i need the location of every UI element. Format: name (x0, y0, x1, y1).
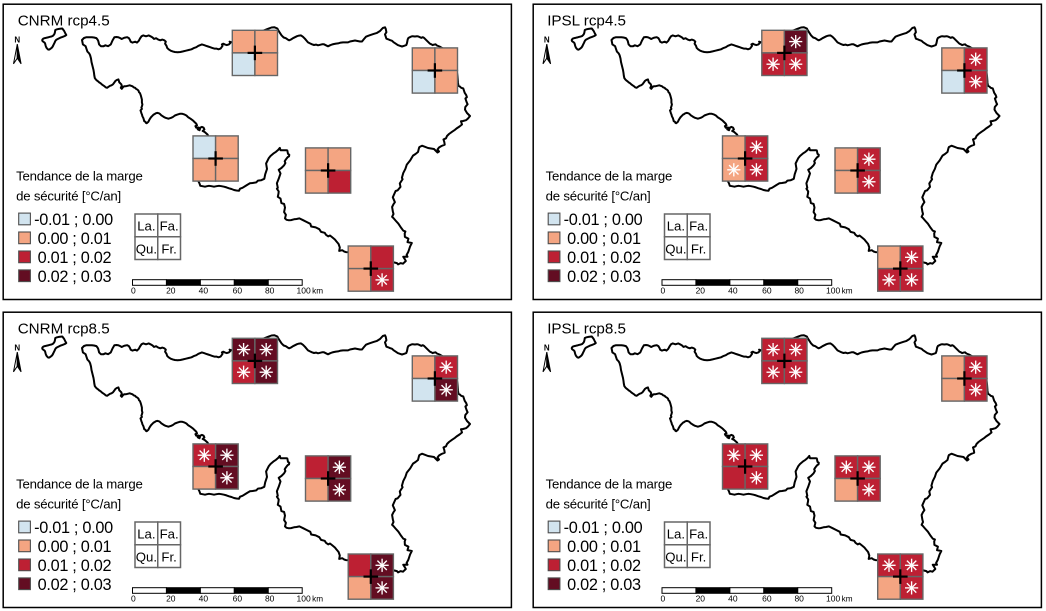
svg-text:Tendance de la marge: Tendance de la marge (546, 168, 673, 183)
svg-text:100: 100 (297, 594, 311, 604)
svg-text:20: 20 (166, 286, 176, 296)
svg-text:Qu.: Qu. (665, 241, 686, 256)
svg-text:N: N (544, 343, 550, 352)
svg-text:0.01 ; 0.02: 0.01 ; 0.02 (38, 249, 112, 267)
svg-text:CNRM rcp8.5: CNRM rcp8.5 (18, 320, 110, 337)
svg-text:40: 40 (728, 594, 738, 604)
svg-text:80: 80 (265, 594, 275, 604)
svg-text:La.: La. (137, 527, 155, 542)
svg-text:0.02 ; 0.03: 0.02 ; 0.03 (567, 268, 641, 286)
svg-text:0.01 ; 0.02: 0.01 ; 0.02 (567, 249, 641, 267)
svg-text:-0.01 ; 0.00: -0.01 ; 0.00 (564, 211, 643, 229)
svg-text:80: 80 (794, 286, 804, 296)
svg-text:Fr.: Fr. (161, 241, 176, 256)
svg-text:N: N (14, 343, 20, 352)
svg-text:CNRM rcp4.5: CNRM rcp4.5 (18, 12, 110, 29)
svg-text:40: 40 (199, 594, 209, 604)
svg-text:0.01 ; 0.02: 0.01 ; 0.02 (38, 557, 112, 575)
svg-text:60: 60 (762, 286, 772, 296)
svg-text:0.02 ; 0.03: 0.02 ; 0.03 (38, 268, 112, 286)
svg-text:de sécurité [°C/an]: de sécurité [°C/an] (546, 189, 651, 204)
svg-text:20: 20 (696, 286, 706, 296)
svg-text:Qu.: Qu. (665, 550, 686, 565)
svg-text:de sécurité [°C/an]: de sécurité [°C/an] (546, 497, 651, 512)
svg-text:Qu.: Qu. (136, 241, 157, 256)
svg-text:Fr.: Fr. (691, 241, 706, 256)
svg-text:km: km (312, 287, 323, 296)
svg-text:0.01 ; 0.02: 0.01 ; 0.02 (567, 557, 641, 575)
svg-text:100: 100 (297, 286, 311, 296)
svg-text:Fa.: Fa. (160, 219, 179, 234)
svg-text:N: N (14, 35, 20, 44)
svg-text:20: 20 (696, 594, 706, 604)
svg-text:0: 0 (131, 286, 136, 296)
svg-text:La.: La. (667, 527, 685, 542)
svg-text:IPSL rcp4.5: IPSL rcp4.5 (547, 12, 626, 29)
svg-text:km: km (312, 595, 323, 604)
svg-text:0.00 ; 0.01: 0.00 ; 0.01 (567, 538, 641, 556)
svg-text:60: 60 (233, 594, 243, 604)
svg-text:IPSL rcp8.5: IPSL rcp8.5 (547, 320, 626, 337)
svg-text:0.02 ; 0.03: 0.02 ; 0.03 (38, 576, 112, 594)
svg-text:km: km (842, 595, 853, 604)
svg-text:Tendance de la marge: Tendance de la marge (546, 476, 673, 491)
svg-text:0.02 ; 0.03: 0.02 ; 0.03 (567, 576, 641, 594)
svg-text:-0.01 ; 0.00: -0.01 ; 0.00 (564, 519, 643, 537)
svg-text:Fa.: Fa. (689, 219, 708, 234)
svg-text:40: 40 (728, 286, 738, 296)
svg-text:Fr.: Fr. (691, 550, 706, 565)
svg-text:0: 0 (131, 594, 136, 604)
svg-text:80: 80 (794, 594, 804, 604)
svg-text:Fa.: Fa. (689, 527, 708, 542)
svg-text:20: 20 (166, 594, 176, 604)
svg-text:-0.01 ; 0.00: -0.01 ; 0.00 (34, 211, 113, 229)
svg-text:100: 100 (826, 286, 840, 296)
svg-text:N: N (544, 35, 550, 44)
svg-text:100: 100 (826, 594, 840, 604)
svg-text:Qu.: Qu. (136, 550, 157, 565)
svg-text:La.: La. (667, 219, 685, 234)
svg-text:60: 60 (762, 594, 772, 604)
svg-text:-0.01 ; 0.00: -0.01 ; 0.00 (34, 519, 113, 537)
svg-text:0: 0 (661, 594, 666, 604)
svg-text:de sécurité [°C/an]: de sécurité [°C/an] (16, 497, 121, 512)
svg-text:Tendance de la marge: Tendance de la marge (16, 476, 143, 491)
svg-text:de sécurité [°C/an]: de sécurité [°C/an] (16, 189, 121, 204)
svg-text:Fa.: Fa. (160, 527, 179, 542)
svg-text:0.00 ; 0.01: 0.00 ; 0.01 (567, 230, 641, 248)
svg-text:La.: La. (137, 219, 155, 234)
svg-text:km: km (842, 287, 853, 296)
svg-text:0.00 ; 0.01: 0.00 ; 0.01 (38, 230, 112, 248)
svg-text:0: 0 (661, 286, 666, 296)
svg-text:40: 40 (199, 286, 209, 296)
svg-text:0.00 ; 0.01: 0.00 ; 0.01 (38, 538, 112, 556)
svg-text:80: 80 (265, 286, 275, 296)
svg-text:Tendance de la marge: Tendance de la marge (16, 168, 143, 183)
svg-text:60: 60 (233, 286, 243, 296)
svg-text:Fr.: Fr. (161, 550, 176, 565)
